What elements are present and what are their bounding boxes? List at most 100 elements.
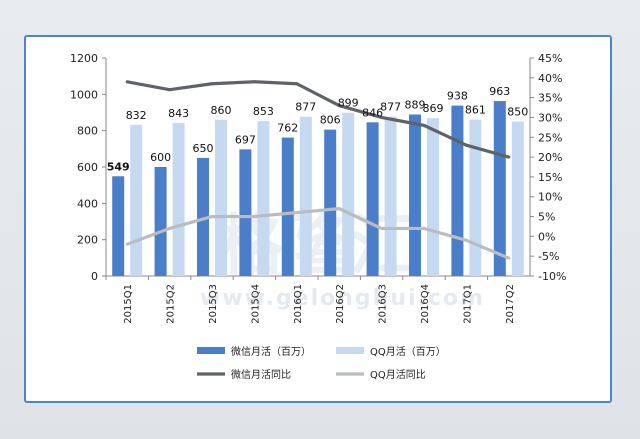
legend-label: QQ月活同比 [370, 369, 426, 381]
bar-value-label: 846 [362, 106, 383, 119]
bar [324, 129, 337, 276]
right-tick-label: -10% [538, 270, 566, 283]
line-point [125, 242, 129, 246]
x-tick-label: 2016Q1 [293, 284, 304, 324]
right-tick-label: 45% [538, 52, 562, 65]
bar [427, 118, 439, 276]
bar [281, 137, 294, 276]
bar-value-label: 869 [423, 102, 444, 115]
bar-value-label: 963 [489, 85, 510, 98]
bar-value-label: 843 [168, 107, 189, 120]
x-tick-label: 2016Q2 [335, 284, 346, 324]
legend-swatch [197, 347, 225, 354]
x-tick-label: 2015Q3 [208, 284, 219, 324]
line-point [125, 80, 129, 84]
series-line [126, 207, 510, 260]
bar-value-label: 832 [126, 109, 147, 122]
bar-value-label: 697 [235, 133, 256, 146]
legend-swatch [336, 347, 364, 354]
bar [366, 122, 379, 276]
bar [130, 124, 143, 276]
right-tick-label: 5% [538, 211, 555, 224]
bar [197, 157, 209, 276]
left-tick-label: 800 [77, 125, 98, 138]
right-tick-label: 10% [538, 191, 562, 204]
bar-value-label: 860 [211, 104, 232, 117]
bars [112, 101, 524, 277]
left-tick-label: 0 [91, 270, 98, 283]
bar-value-label: 861 [465, 104, 486, 117]
line-point [464, 143, 468, 147]
line-point [507, 256, 511, 260]
bar-value-label: 600 [150, 151, 171, 164]
bar [342, 112, 355, 276]
bar-value-label: 806 [320, 114, 341, 127]
legend: 微信月活（百万） QQ月活（百万） 微信月活同比 QQ月活同比 [197, 345, 446, 381]
bar-value-label: 877 [380, 101, 401, 114]
bar-value-label: 889 [405, 98, 426, 111]
line-point [464, 238, 468, 242]
line-point [337, 104, 341, 108]
watermark-url: www.gelonghui.com [200, 286, 485, 311]
line-point [295, 211, 299, 215]
line-point [422, 123, 426, 127]
right-tick-label: 20% [538, 151, 562, 164]
legend-label: 微信月活（百万） [231, 345, 311, 358]
right-tick-label: 40% [538, 72, 562, 85]
left-tick-label: 600 [77, 161, 98, 174]
legend-label: QQ月活（百万） [370, 346, 446, 358]
data-labels: 549 600 650 697 762 806 846 889 938 963 832 843 860 8… [107, 85, 529, 173]
bar [257, 121, 270, 276]
line-point [210, 215, 214, 219]
line-point [337, 207, 341, 211]
bar [493, 101, 506, 277]
x-tick-label: 2015Q1 [123, 284, 134, 324]
bar-value-label: 853 [253, 105, 274, 118]
x-tick-label: 2015Q2 [166, 284, 177, 324]
bar [511, 121, 524, 276]
bar [299, 116, 312, 276]
legend-label: 微信月活同比 [231, 368, 291, 381]
right-tick-label: 15% [538, 171, 562, 184]
bar-value-label: 877 [295, 101, 316, 114]
line-point [507, 155, 511, 159]
bar [409, 114, 421, 276]
right-tick-label: 35% [538, 92, 562, 105]
bar [112, 176, 125, 276]
line-point [380, 115, 384, 119]
x-tick-label: 2015Q4 [250, 284, 261, 324]
bar [154, 167, 167, 276]
line-point [252, 80, 256, 84]
bar [215, 119, 227, 277]
series-line [126, 80, 510, 159]
line-point [295, 82, 299, 86]
left-tick-label: 1200 [70, 52, 98, 65]
line-point [168, 226, 172, 230]
bar-value-label: 762 [277, 122, 298, 135]
x-tick-label: 2016Q3 [378, 284, 389, 324]
left-tick-label: 400 [77, 197, 98, 210]
bar-value-label: 650 [193, 142, 214, 155]
line-point [210, 82, 214, 86]
right-tick-label: 25% [538, 131, 562, 144]
right-tick-label: 0% [538, 230, 555, 243]
bar [239, 149, 252, 276]
right-tick-label: -5% [538, 250, 559, 263]
bar [172, 122, 185, 276]
bar-value-label: 938 [447, 90, 468, 103]
bar [451, 105, 464, 276]
line-point [168, 88, 172, 92]
x-tick-label: 2016Q4 [420, 284, 431, 324]
bar-value-label: 850 [507, 106, 528, 119]
right-tick-label: 30% [538, 111, 562, 124]
x-tick-label: 2017Q1 [462, 284, 473, 324]
line-point [380, 226, 384, 230]
bar [469, 119, 482, 277]
line-point [422, 226, 426, 230]
left-tick-label: 200 [77, 234, 98, 247]
line-point [252, 215, 256, 219]
bar-value-label: 899 [338, 97, 359, 110]
bar [384, 116, 397, 276]
lines [125, 80, 511, 260]
